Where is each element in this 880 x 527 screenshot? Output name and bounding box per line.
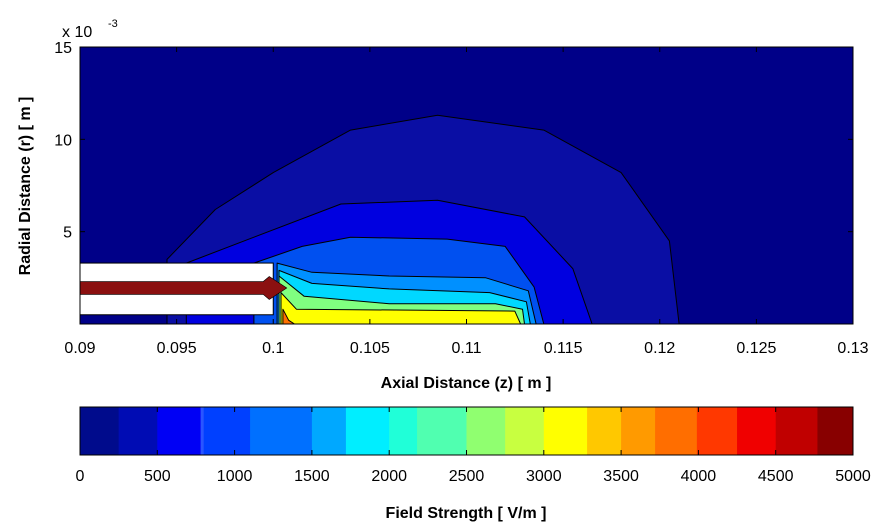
x-axis-ticks: 0.09 0.095 0.1 0.105 0.11 0.115 0.12 0.125 0.13 xyxy=(64,47,869,357)
colorbar-tick-label: 2500 xyxy=(449,468,485,485)
y-axis-ticks: 5 10 15 xyxy=(54,40,853,242)
contour-region-high xyxy=(280,292,522,324)
x-tick-label: 0.09 xyxy=(64,340,95,357)
y-axis-label: Radial Distance (r) [ m ] xyxy=(17,97,34,276)
colorbar-band xyxy=(775,407,818,455)
colorbar-label: Field Strength [ V/m ] xyxy=(386,505,547,522)
colorbar-band xyxy=(389,407,418,455)
x-tick-label: 0.115 xyxy=(544,340,583,357)
colorbar-tick-label: 3500 xyxy=(603,468,639,485)
colorbar-tick-label: 1500 xyxy=(294,468,330,485)
x-tick-label: 0.13 xyxy=(837,340,868,357)
colorbar-tick-label: 4000 xyxy=(681,468,717,485)
field-contour-plot: 0.09 0.095 0.1 0.105 0.11 0.115 0.12 0.125 0.13 … xyxy=(17,18,869,392)
colorbar-band xyxy=(345,407,390,455)
contour-fills xyxy=(166,114,680,324)
colorbar-tick-label: 500 xyxy=(144,468,171,485)
x-tick-label: 0.095 xyxy=(157,340,197,357)
colorbar-band xyxy=(737,407,777,455)
colorbar-band xyxy=(817,407,854,455)
colorbar-tick-label: 0 xyxy=(76,468,85,485)
colorbar-band xyxy=(587,407,622,455)
colorbar-ticks: 0 500 1000 1500 2000 2500 3000 3500 4000 4500 5000 xyxy=(76,407,871,485)
electrode-conductor xyxy=(80,276,288,300)
y-exponent-base: x 10 xyxy=(62,24,92,41)
colorbar-tick-label: 1000 xyxy=(217,468,253,485)
colorbar-band xyxy=(417,407,467,455)
colorbar-band xyxy=(621,407,656,455)
colorbar-tick-label: 2000 xyxy=(371,468,407,485)
x-axis-label: Axial Distance (z) [ m ] xyxy=(381,375,552,392)
x-tick-label: 0.12 xyxy=(644,340,675,357)
colorbar-band xyxy=(505,407,545,455)
colorbar-band xyxy=(118,407,158,455)
colorbar-band xyxy=(543,407,588,455)
colorbar-tick-label: 5000 xyxy=(835,468,871,485)
x-tick-label: 0.1 xyxy=(262,340,284,357)
y-tick-label: 15 xyxy=(54,40,72,57)
colorbar-band xyxy=(250,407,313,455)
colorbar-band xyxy=(80,407,120,455)
colorbar-frame xyxy=(79,406,854,456)
colorbar-band xyxy=(203,407,251,455)
colorbar-band xyxy=(466,407,506,455)
colorbar-tick-label: 3000 xyxy=(526,468,562,485)
colorbar-band xyxy=(655,407,698,455)
x-tick-label: 0.105 xyxy=(350,340,390,357)
y-exponent-power: -3 xyxy=(108,18,118,30)
x-tick-label: 0.125 xyxy=(736,340,776,357)
colorbar-band xyxy=(311,407,347,455)
colorbar: 0 500 1000 1500 2000 2500 3000 3500 4000 4500 5000… xyxy=(76,406,871,522)
colorbar-bands xyxy=(80,407,854,455)
x-tick-label: 0.11 xyxy=(452,340,482,357)
y-tick-label: 10 xyxy=(54,132,72,149)
y-tick-label: 5 xyxy=(63,225,72,242)
contour-region-peak xyxy=(282,308,295,324)
colorbar-tick-label: 4500 xyxy=(758,468,794,485)
colorbar-band xyxy=(157,407,202,455)
colorbar-band xyxy=(200,407,205,455)
electrode xyxy=(80,262,288,316)
colorbar-band xyxy=(696,407,738,455)
